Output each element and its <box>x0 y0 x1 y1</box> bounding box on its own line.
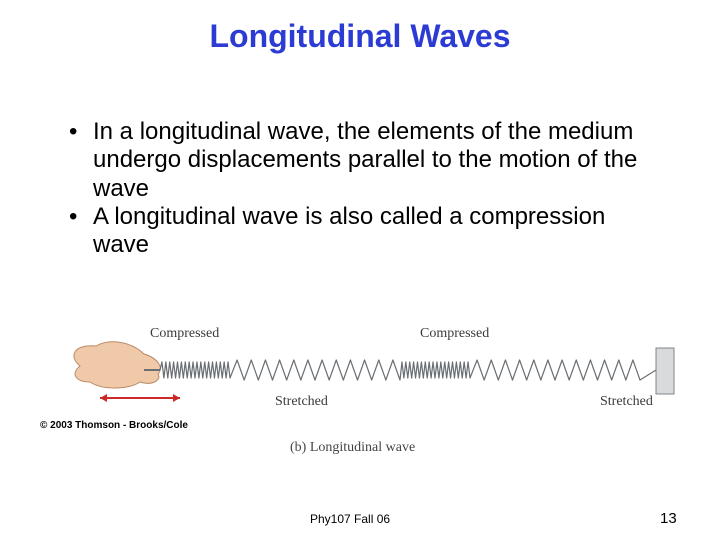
slide-title: Longitudinal Waves <box>0 0 720 55</box>
slide: { "title": { "text": "Longitudinal Waves… <box>0 0 720 540</box>
label-stretched-right: Stretched <box>600 394 653 410</box>
spring-figure: Compressed Compressed Stretched Stretche… <box>40 320 680 410</box>
bullet-list: In a longitudinal wave, the elements of … <box>65 118 655 260</box>
bullet-item: In a longitudinal wave, the elements of … <box>65 118 655 203</box>
label-compressed-left: Compressed <box>150 326 219 342</box>
footer-text: Phy107 Fall 06 <box>310 512 390 526</box>
copyright-text: © 2003 Thomson - Brooks/Cole <box>40 420 188 431</box>
figure-caption: (b) Longitudinal wave <box>290 440 415 456</box>
spring-diagram <box>40 320 680 410</box>
label-stretched-left: Stretched <box>275 394 328 410</box>
label-compressed-right: Compressed <box>420 326 489 342</box>
page-number: 13 <box>660 510 677 527</box>
bullet-item: A longitudinal wave is also called a com… <box>65 203 655 260</box>
